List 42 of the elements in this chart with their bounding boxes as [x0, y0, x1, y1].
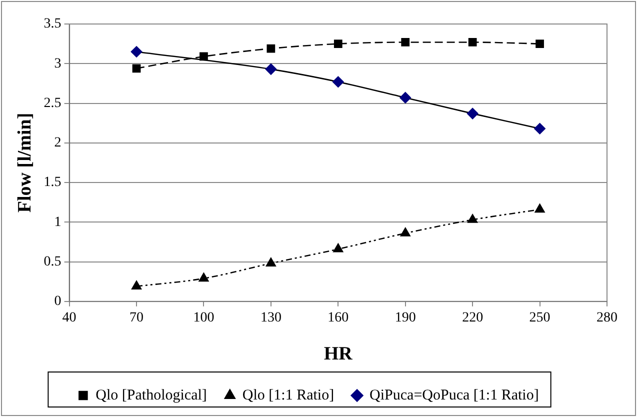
x-tick-label: 160	[328, 310, 349, 326]
y-tick-label: 2.5	[44, 96, 62, 111]
point	[198, 272, 209, 282]
legend-label: QiPuca=QoPuca [1:1 Ratio]	[370, 387, 539, 404]
point	[266, 44, 276, 53]
x-tick-label: 100	[193, 310, 214, 326]
point	[466, 108, 478, 120]
x-tick-label: 190	[394, 310, 416, 326]
point	[334, 40, 342, 48]
point	[333, 243, 344, 252]
y-tick-label: 2	[54, 136, 62, 151]
y-tick-label: 3.5	[44, 16, 62, 32]
y-axis-title: Flow [l/min]	[14, 112, 36, 213]
point	[401, 38, 410, 46]
point	[468, 214, 478, 223]
point	[130, 46, 142, 58]
legend-label: Qlo [1:1 Ratio]	[242, 387, 334, 404]
point	[266, 258, 276, 267]
y-tick-label: 0.5	[44, 254, 62, 270]
point	[536, 40, 544, 48]
point	[400, 228, 410, 236]
y-tick-label: 1.5	[44, 175, 62, 190]
point	[534, 204, 545, 213]
x-axis-title: HR	[324, 344, 353, 365]
point	[534, 122, 546, 134]
point	[400, 92, 412, 104]
x-tick-label: 70	[130, 310, 144, 326]
legend-label: Qlo [Pathological]	[96, 387, 207, 404]
x-tick-label: 40	[62, 310, 76, 326]
y-tick-label: 0	[54, 294, 62, 310]
x-tick-label: 250	[529, 310, 550, 326]
y-tick-label: 3	[54, 56, 62, 72]
x-tick-label: 220	[462, 310, 484, 326]
point	[200, 52, 208, 61]
point	[468, 38, 477, 46]
y-tick-label: 1	[54, 214, 62, 230]
point	[132, 64, 141, 73]
x-tick-label: 280	[596, 310, 618, 326]
point	[265, 64, 277, 75]
point	[332, 76, 344, 88]
point	[132, 280, 142, 290]
x-tick-label: 130	[260, 310, 282, 326]
